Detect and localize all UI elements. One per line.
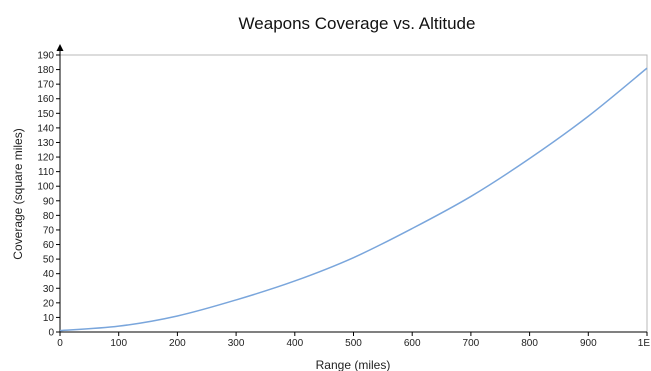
x-tick-label: 400 <box>286 338 303 349</box>
y-tick-label: 130 <box>37 138 54 149</box>
y-tick-label: 0 <box>48 328 54 339</box>
y-tick-label: 170 <box>37 80 54 91</box>
chart-title: Weapons Coverage vs. Altitude <box>239 14 476 33</box>
x-tick-label: 0 <box>57 338 63 349</box>
x-tick-label: 800 <box>521 338 538 349</box>
series-layer <box>59 67 648 332</box>
y-axis-arrow-icon <box>56 44 64 51</box>
y-tick-label: 110 <box>38 167 54 178</box>
x-tick-label: 900 <box>580 338 597 349</box>
y-tick-label: 50 <box>43 255 55 266</box>
x-axis-label: Range (miles) <box>316 358 391 371</box>
y-tick-label: 60 <box>43 240 55 251</box>
plot-area-frame <box>59 54 648 333</box>
y-tick-label: 140 <box>37 123 54 134</box>
y-tick-label: 180 <box>37 65 54 76</box>
x-tick-label: 600 <box>404 338 421 349</box>
x-tick-label: 200 <box>169 338 186 349</box>
y-tick-label: 90 <box>43 196 55 207</box>
x-tick-label: 300 <box>228 338 245 349</box>
y-tick-label: 40 <box>43 269 55 280</box>
y-tick-label: 190 <box>37 51 54 62</box>
y-axis-ticks: 0 10 20 30 40 50 60 70 80 90 100 110 120 130 140 150 160… <box>37 51 60 339</box>
y-tick-label: 100 <box>37 182 54 193</box>
x-tick-label: 700 <box>463 338 480 349</box>
y-tick-label: 70 <box>43 225 55 236</box>
y-tick-label: 80 <box>43 211 55 222</box>
y-tick-label: 20 <box>43 298 55 309</box>
x-tick-label: 100 <box>110 338 127 349</box>
x-tick-label: 500 <box>345 338 362 349</box>
y-tick-label: 120 <box>37 153 54 164</box>
y-tick-label: 160 <box>37 94 54 105</box>
y-axis-label: Coverage (square miles) <box>11 128 25 259</box>
series-line <box>59 67 648 332</box>
x-axis-ticks: 0 100 200 300 400 500 600 700 800 900 1E <box>57 332 650 349</box>
x-tick-label: 1E <box>638 338 651 349</box>
y-tick-label: 30 <box>43 284 55 295</box>
y-tick-label: 150 <box>37 109 54 120</box>
y-tick-label: 10 <box>43 313 55 324</box>
